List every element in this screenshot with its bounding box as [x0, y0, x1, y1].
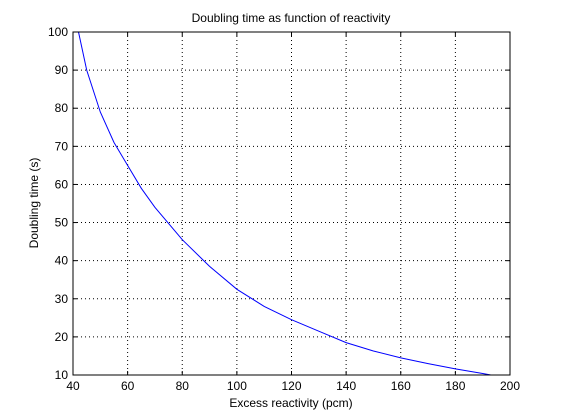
x-tick-label: 140 [336, 379, 356, 393]
x-tick-label: 60 [121, 379, 135, 393]
x-tick-label: 180 [445, 379, 465, 393]
plot-area [73, 32, 510, 375]
y-tick-label: 100 [48, 25, 68, 39]
y-tick-label: 60 [55, 177, 69, 191]
x-tick-label: 120 [281, 379, 301, 393]
y-tick-label: 40 [55, 254, 69, 268]
x-tick-label: 40 [66, 379, 80, 393]
y-tick-label: 70 [55, 139, 69, 153]
x-tick-label: 200 [500, 379, 520, 393]
y-tick-label: 90 [55, 63, 69, 77]
y-tick-label: 30 [55, 292, 69, 306]
chart-title: Doubling time as function of reactivity [192, 11, 391, 25]
x-tick-label: 100 [227, 379, 247, 393]
x-tick-label: 80 [176, 379, 190, 393]
x-axis-title: Excess reactivity (pcm) [229, 396, 352, 410]
x-tick-label: 160 [391, 379, 411, 393]
y-tick-label: 20 [55, 330, 69, 344]
y-axis-title: Doubling time (s) [27, 158, 41, 249]
y-tick-label: 80 [55, 101, 69, 115]
y-tick-label: 10 [55, 368, 69, 382]
y-tick-label: 50 [55, 216, 69, 230]
